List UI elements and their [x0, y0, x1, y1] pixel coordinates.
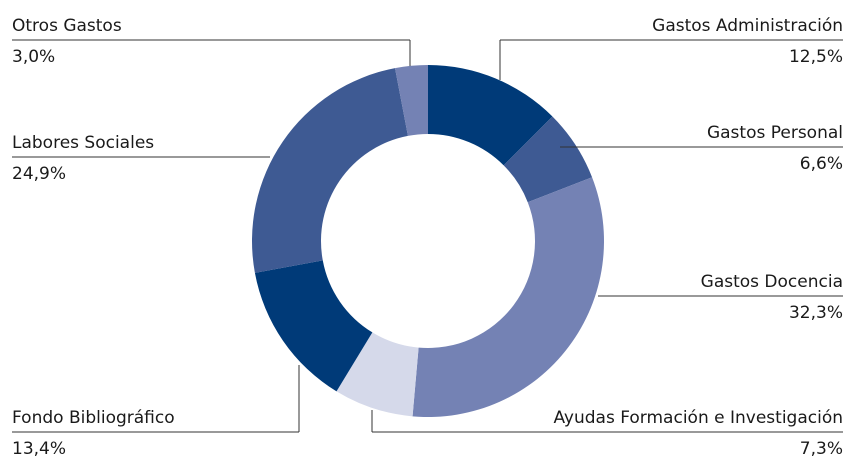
slice-label: Otros Gastos [12, 16, 122, 36]
value-label: 3,0% [12, 47, 55, 67]
slice [428, 65, 553, 166]
slice [336, 332, 419, 417]
slice-label: Labores Sociales [12, 133, 154, 153]
slice-label: Gastos Personal [707, 123, 843, 143]
value-label: 6,6% [800, 154, 843, 174]
value-label: 32,3% [789, 303, 843, 323]
slice-label: Fondo Bibliográfico [12, 408, 175, 428]
slice-label: Gastos Administración [652, 16, 843, 36]
value-label: 24,9% [12, 164, 66, 184]
slice-label: Gastos Docencia [701, 272, 843, 292]
slice [412, 177, 604, 417]
value-label: 13,4% [12, 439, 66, 457]
slice [254, 260, 373, 392]
slice-label: Ayudas Formación e Investigación [553, 408, 843, 428]
slice [503, 116, 593, 203]
slice [252, 68, 408, 273]
value-label: 7,3% [800, 439, 843, 457]
slice [395, 65, 428, 136]
value-label: 12,5% [789, 47, 843, 67]
